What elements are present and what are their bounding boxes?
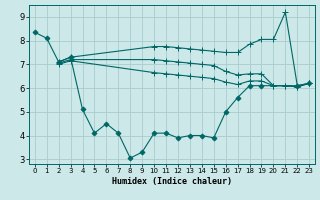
X-axis label: Humidex (Indice chaleur): Humidex (Indice chaleur) bbox=[112, 177, 232, 186]
